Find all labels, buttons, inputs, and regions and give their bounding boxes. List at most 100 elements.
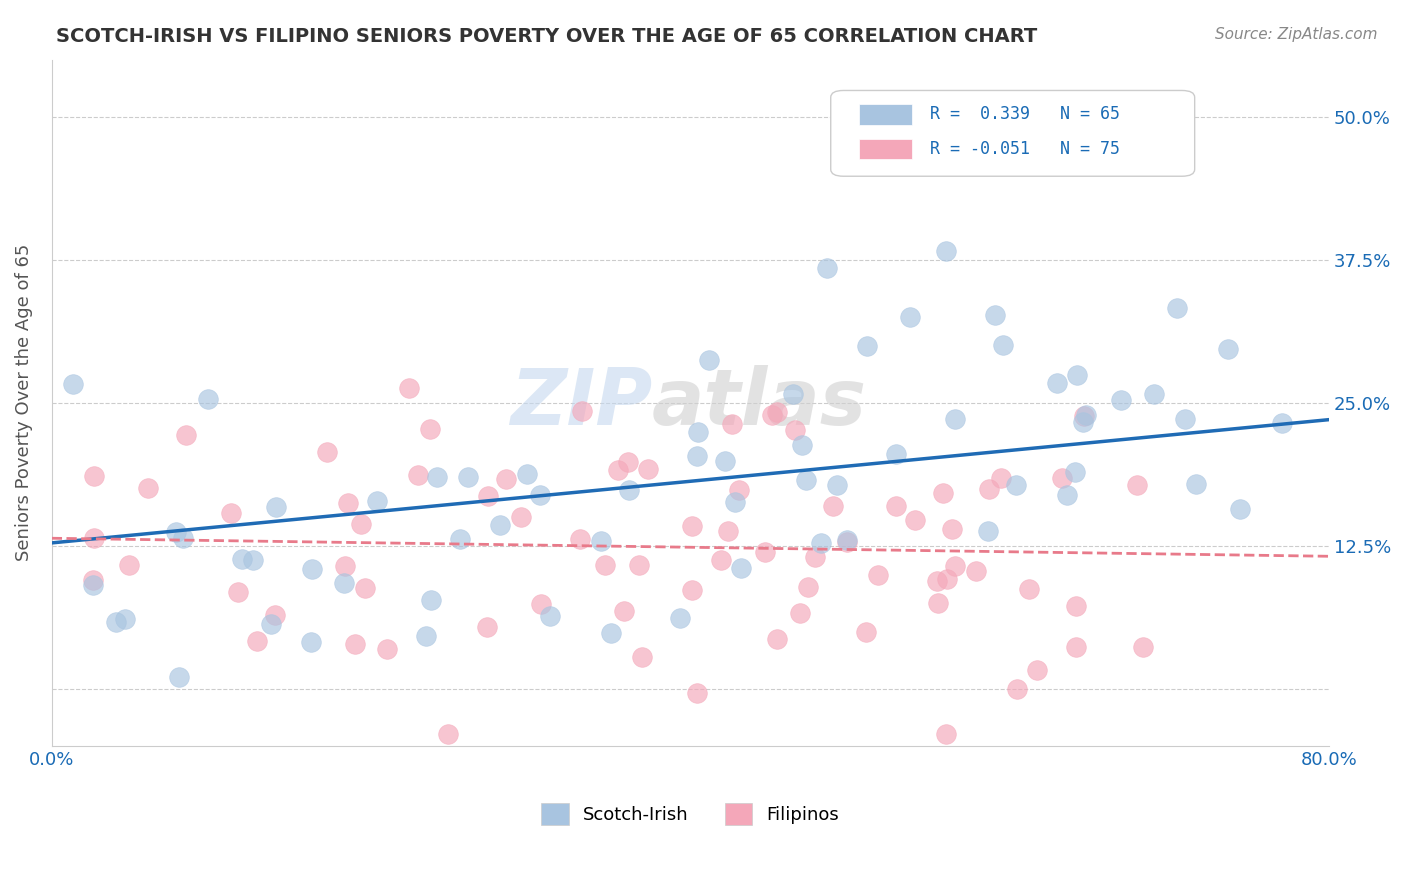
Point — [898, 310, 921, 324]
Point — [884, 499, 907, 513]
Point — [82, 573, 104, 587]
Point — [1005, 681, 1028, 696]
Point — [599, 625, 621, 640]
Point — [835, 533, 858, 547]
Text: ZIP: ZIP — [510, 365, 652, 441]
Point — [1071, 415, 1094, 429]
Point — [1050, 470, 1073, 484]
Point — [406, 468, 429, 483]
Point — [419, 422, 441, 436]
Point — [1271, 416, 1294, 430]
Point — [866, 568, 889, 582]
Point — [165, 524, 187, 539]
Point — [804, 550, 827, 565]
Point — [571, 404, 593, 418]
Point — [350, 517, 373, 532]
Point — [797, 580, 820, 594]
Point — [1143, 387, 1166, 401]
Point — [398, 381, 420, 395]
Point — [710, 553, 733, 567]
Text: SCOTCH-IRISH VS FILIPINO SENIORS POVERTY OVER THE AGE OF 65 CORRELATION CHART: SCOTCH-IRISH VS FILIPINO SENIORS POVERTY… — [56, 27, 1038, 45]
Point — [299, 634, 322, 648]
Point — [884, 446, 907, 460]
Point — [343, 637, 366, 651]
Point — [104, 615, 127, 630]
Point — [242, 553, 264, 567]
Point — [790, 437, 813, 451]
Point — [821, 499, 844, 513]
Y-axis label: Seniors Poverty Over the Age of 65: Seniors Poverty Over the Age of 65 — [15, 244, 32, 561]
Point — [333, 558, 356, 573]
Point — [138, 481, 160, 495]
Point — [1066, 640, 1088, 655]
Point — [530, 597, 553, 611]
Point — [810, 535, 832, 549]
Point — [789, 607, 811, 621]
Point — [489, 518, 512, 533]
Point — [766, 632, 789, 646]
Point — [713, 454, 735, 468]
Point — [1064, 599, 1087, 613]
Point — [728, 483, 751, 497]
Point — [1126, 477, 1149, 491]
Point — [688, 425, 710, 440]
Point — [1166, 301, 1188, 316]
Point — [301, 562, 323, 576]
Point — [606, 463, 628, 477]
Point — [510, 509, 533, 524]
Point — [1056, 488, 1078, 502]
Point — [1218, 342, 1240, 356]
Point — [353, 581, 375, 595]
Point — [979, 483, 1001, 497]
Point — [925, 574, 948, 588]
Point — [83, 532, 105, 546]
Point — [681, 519, 703, 533]
Point — [118, 558, 141, 572]
Point — [617, 483, 640, 497]
Point — [686, 449, 709, 463]
Point — [943, 558, 966, 573]
Point — [226, 585, 249, 599]
Point — [754, 545, 776, 559]
Point — [259, 617, 281, 632]
Point — [1073, 409, 1095, 423]
Point — [457, 470, 479, 484]
Point — [114, 612, 136, 626]
Point — [495, 472, 517, 486]
Point — [449, 532, 471, 546]
Text: Source: ZipAtlas.com: Source: ZipAtlas.com — [1215, 27, 1378, 42]
Point — [1174, 412, 1197, 426]
Point — [426, 470, 449, 484]
Point — [827, 477, 849, 491]
Point — [475, 620, 498, 634]
Point — [782, 387, 804, 401]
Point — [437, 727, 460, 741]
Point — [617, 454, 640, 468]
Point — [637, 462, 659, 476]
FancyBboxPatch shape — [859, 104, 912, 125]
Point — [529, 488, 551, 502]
Point — [941, 522, 963, 536]
Point — [538, 608, 561, 623]
Point — [1026, 664, 1049, 678]
Point — [264, 500, 287, 515]
Point — [721, 417, 744, 432]
Point — [593, 558, 616, 573]
Point — [796, 473, 818, 487]
Point — [1066, 368, 1088, 383]
Point — [263, 607, 285, 622]
Point — [246, 634, 269, 648]
Point — [932, 485, 955, 500]
Point — [984, 308, 1007, 322]
Point — [681, 583, 703, 598]
Point — [1184, 477, 1206, 491]
Point — [935, 727, 957, 741]
Point — [613, 604, 636, 618]
Legend: Scotch-Irish, Filipinos: Scotch-Irish, Filipinos — [534, 796, 846, 832]
Point — [1109, 393, 1132, 408]
Point — [761, 408, 783, 422]
Point — [366, 493, 388, 508]
Point — [1132, 640, 1154, 654]
Point — [415, 629, 437, 643]
Point — [591, 533, 613, 548]
